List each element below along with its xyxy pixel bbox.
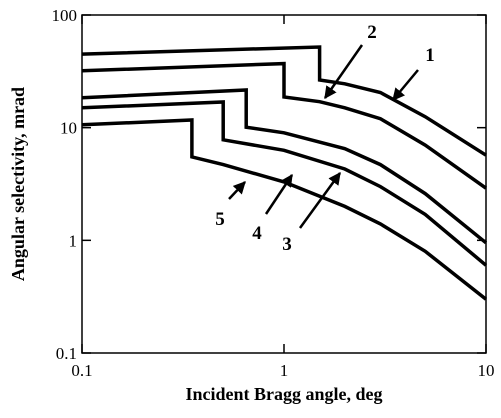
series-label: 2 <box>367 22 377 43</box>
arrow <box>323 44 364 100</box>
y-tick-label: 10 <box>60 119 77 138</box>
y-axis-label: Angular selectivity, mrad <box>8 87 28 281</box>
arrow <box>228 181 246 200</box>
arrow <box>392 69 419 101</box>
series-label: 5 <box>215 209 225 230</box>
series-line <box>81 118 488 301</box>
y-tick-label: 0.1 <box>56 344 77 363</box>
x-axis-label: Incident Bragg angle, deg <box>185 384 382 404</box>
x-tick-label: 10 <box>478 361 495 380</box>
y-tick-label: 1 <box>69 231 78 250</box>
series-label: 1 <box>425 45 435 66</box>
series-line <box>81 88 488 245</box>
arrows <box>228 44 419 229</box>
arrow <box>298 171 342 229</box>
y-tick-label: 100 <box>52 6 78 25</box>
series-label: 3 <box>282 234 292 255</box>
series-label: 4 <box>252 223 262 244</box>
series-line <box>81 61 488 190</box>
series-line <box>81 45 487 157</box>
series-line <box>81 100 488 267</box>
x-tick-label: 1 <box>280 361 289 380</box>
x-tick-label: 0.1 <box>71 361 92 380</box>
